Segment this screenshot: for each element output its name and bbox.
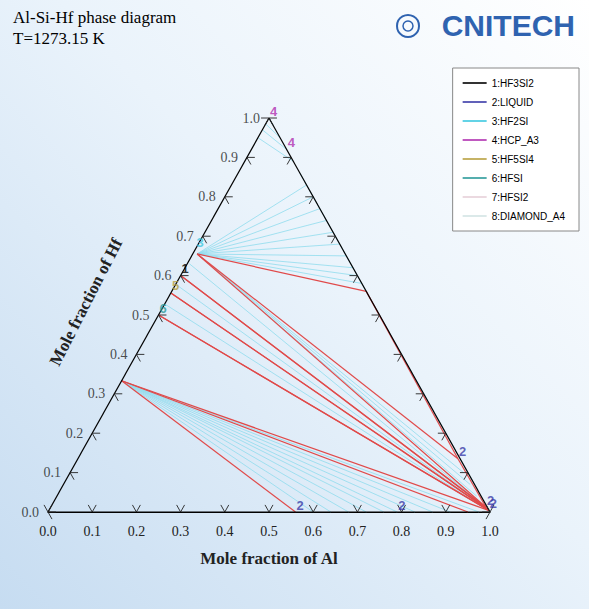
svg-text:2: 2	[297, 498, 304, 513]
svg-text:T=1273.15 K: T=1273.15 K	[13, 29, 105, 48]
svg-text:4: 4	[270, 104, 278, 119]
svg-text:0.2: 0.2	[128, 524, 146, 539]
svg-text:2: 2	[490, 496, 497, 511]
svg-text:1:HF3SI2: 1:HF3SI2	[492, 78, 535, 89]
svg-text:4: 4	[288, 135, 296, 150]
svg-text:0.0: 0.0	[39, 524, 57, 539]
svg-text:0.5: 0.5	[132, 308, 150, 323]
svg-text:0.6: 0.6	[154, 268, 172, 283]
svg-text:3:HF2SI: 3:HF2SI	[492, 116, 529, 127]
svg-text:0.3: 0.3	[172, 524, 190, 539]
svg-text:5:HF5SI4: 5:HF5SI4	[492, 154, 535, 165]
svg-text:0.8: 0.8	[198, 189, 216, 204]
svg-text:1.0: 1.0	[243, 111, 261, 126]
svg-text:Al-Si-Hf phase diagram: Al-Si-Hf phase diagram	[13, 8, 176, 27]
svg-text:Mole fraction of Al: Mole fraction of Al	[200, 549, 338, 568]
svg-text:2: 2	[398, 498, 405, 513]
svg-text:0.3: 0.3	[88, 386, 106, 401]
svg-text:0.6: 0.6	[304, 524, 322, 539]
svg-text:0.1: 0.1	[44, 465, 62, 480]
svg-text:0.4: 0.4	[216, 524, 234, 539]
svg-text:1: 1	[182, 261, 189, 276]
svg-text:2: 2	[459, 444, 466, 459]
svg-text:0.5: 0.5	[260, 524, 278, 539]
svg-text:0.8: 0.8	[393, 524, 411, 539]
svg-text:0.9: 0.9	[437, 524, 455, 539]
svg-text:7:HFSI2: 7:HFSI2	[492, 192, 529, 203]
svg-text:0.7: 0.7	[349, 524, 367, 539]
svg-text:1.0: 1.0	[481, 524, 499, 539]
svg-text:CNITECH: CNITECH	[442, 9, 575, 42]
svg-text:5: 5	[172, 278, 179, 293]
svg-text:Mole fraction of Hf: Mole fraction of Hf	[46, 235, 127, 369]
svg-text:4:HCP_A3: 4:HCP_A3	[492, 135, 540, 146]
svg-text:0.0: 0.0	[22, 505, 40, 520]
svg-text:8:DIAMOND_A4: 8:DIAMOND_A4	[492, 211, 566, 222]
svg-text:0.9: 0.9	[220, 150, 238, 165]
svg-text:0.1: 0.1	[83, 524, 101, 539]
svg-text:0.2: 0.2	[66, 426, 84, 441]
svg-text:3: 3	[196, 235, 203, 250]
svg-text:0.7: 0.7	[176, 229, 194, 244]
svg-text:0.4: 0.4	[110, 347, 128, 362]
svg-text:6:HFSI: 6:HFSI	[492, 173, 523, 184]
svg-text:2:LIQUID: 2:LIQUID	[492, 97, 534, 108]
svg-text:6: 6	[160, 301, 167, 316]
